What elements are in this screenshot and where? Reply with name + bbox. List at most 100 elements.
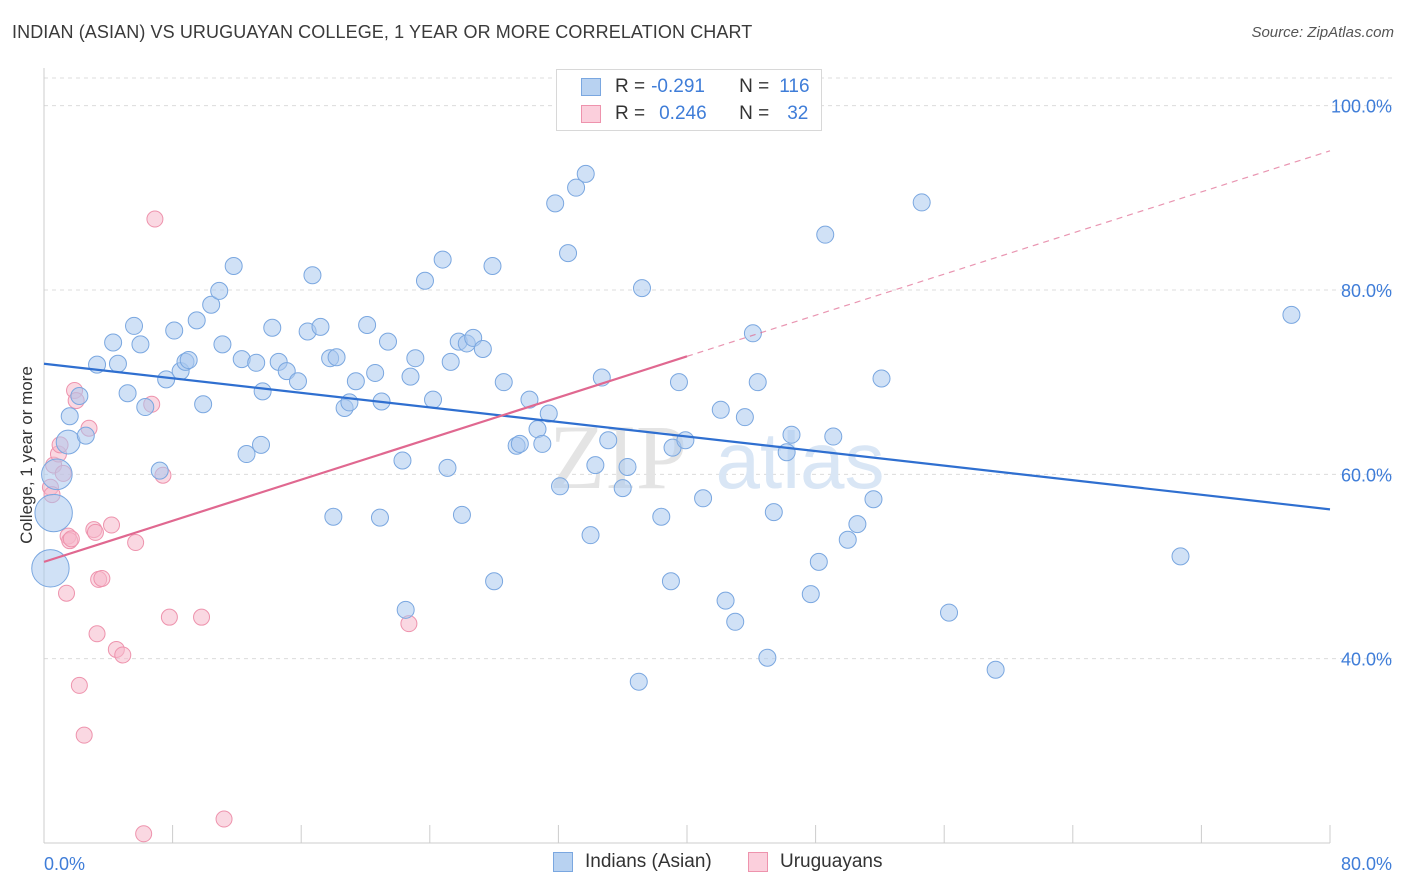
legend-r-label: R = [615,103,646,124]
indians-asian-point [940,603,959,622]
indians-asian-point [237,445,256,464]
indians-asian-point [473,339,492,358]
uruguayans-point [135,825,153,843]
grid-lines [44,77,1392,660]
legend-n-value: 32 [787,103,809,124]
bottom-legend-uruguayans: Uruguayans [748,851,882,873]
indians-asian-point [629,672,648,691]
x-tick-label: 80.0% [1341,854,1392,874]
indians-asian-point [533,434,552,453]
indians-asian-point [60,407,79,426]
legend-r-value: 0.246 [659,103,707,124]
indians-asian-point [165,321,184,340]
indians-asian-point [743,324,762,343]
legend-r-value: -0.291 [651,76,705,97]
indians-asian-point [104,333,123,352]
bottom-legend: Indians (Asian) Uruguayans [0,851,1406,877]
indians-asian-point [393,451,412,470]
indians-asian-point [288,372,307,391]
uruguayans-points [41,210,418,843]
indians-asian-point [340,393,359,412]
watermark-atlas: atlas [716,416,885,505]
indians-asian-point [735,408,754,427]
legend-n-label: N = [739,103,770,124]
legend-swatch-pink [581,105,601,123]
uruguayans-point [70,676,88,694]
indians-asian-point [252,435,271,454]
indians-asian-point [379,332,398,351]
indians-asian-point [748,373,767,392]
indians-asian-point [711,400,730,419]
uruguayans-point [103,516,121,534]
indians-asian-point [483,257,502,276]
indians-asian-point [131,335,150,354]
indians-asian-point [986,660,1005,679]
indians-asian-point [546,194,565,213]
stats-legend: R = -0.291 N = 116 R = 0.246 N = 32 [556,69,822,131]
indians-asian-point [912,193,931,212]
indians-asian-point [758,648,777,667]
indians-asian-trendline [43,362,1331,511]
indians-asian-point [202,295,221,314]
uruguayans-point [88,625,106,643]
indians-asian-point [136,398,155,417]
indians-asian-point [41,458,73,491]
indians-asian-point [716,591,735,610]
bottom-legend-indians: Indians (Asian) [553,851,712,873]
legend-row-uruguayans: R = 0.246 N = 32 [581,102,808,126]
y-tick-label: 80.0% [1341,281,1392,301]
indians-asian-point [452,505,471,524]
legend-n-value: 116 [779,76,810,97]
legend-r-label: R = [615,76,646,97]
indians-asian-point [346,372,365,391]
indians-asian-point [801,585,820,604]
indians-asian-point [406,349,425,368]
uruguayans-point [62,530,80,548]
indians-asian-point [263,318,282,337]
indians-asian-point [872,369,891,388]
uruguayans-point [127,534,145,552]
indians-asian-point [210,281,229,300]
indians-asian-point [303,266,322,285]
indians-asian-point [277,362,296,381]
chart-title: INDIAN (ASIAN) VS URUGUAYAN COLLEGE, 1 Y… [12,22,753,42]
uruguayans-trendline-extension [686,150,1331,357]
bottom-legend-swatch-blue [553,852,573,872]
indians-asian-point [864,490,883,509]
y-tick-label: 40.0% [1341,650,1392,670]
indians-asian-point [1171,547,1190,566]
uruguayans-point [75,726,93,744]
indians-asian-point [55,429,81,455]
indians-asian-point [726,612,745,631]
indians-asian-point [179,351,198,370]
indians-asian-point [652,507,671,526]
indians-asian-point [694,489,713,508]
indians-asian-point [125,316,144,335]
indians-asian-point [324,507,343,526]
x-tick-labels: 0.0% 80.0% [44,854,1392,874]
indians-asian-point [848,515,867,534]
indians-asian-point [108,354,127,373]
indians-asian-point [150,461,169,480]
uruguayans-point [58,584,76,602]
bottom-legend-label: Indians (Asian) [585,851,712,872]
indians-asian-point [494,373,513,392]
indians-asian-point [253,382,272,401]
bottom-legend-swatch-pink [748,852,768,872]
axes [43,68,1331,844]
indians-asian-point [76,426,95,445]
indians-asian-point [520,390,539,409]
indians-asian-point [618,457,637,476]
indians-asian-point [441,352,460,371]
uruguayans-point [160,608,178,626]
y-tick-label: 60.0% [1341,465,1392,485]
indians-asian-point [247,353,266,372]
legend-row-indians: R = -0.291 N = 116 [581,75,810,99]
legend-n-label: N = [739,76,770,97]
indians-asian-point [438,458,457,477]
indians-asian-points [31,164,1301,691]
indians-asian-point [586,456,605,475]
watermark: ZIP atlas [549,406,884,508]
indians-asian-point [576,164,595,183]
